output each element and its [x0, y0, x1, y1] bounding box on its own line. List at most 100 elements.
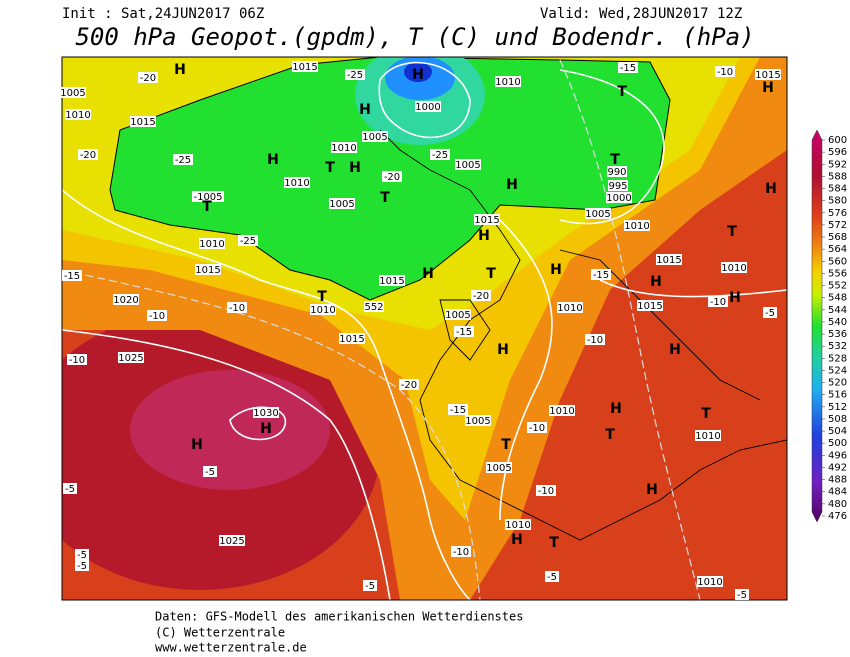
label-box	[67, 354, 87, 365]
label-box	[557, 302, 583, 313]
label-box	[363, 580, 377, 591]
contour-label: -25	[432, 150, 448, 161]
valid-time: Valid: Wed,28JUN2017 12Z	[540, 6, 742, 22]
contour-label: 1005	[585, 209, 610, 220]
colorbar-label: 484	[828, 487, 847, 498]
pressure-center: H	[646, 482, 658, 498]
label-box	[399, 379, 419, 390]
pressure-center: H	[610, 401, 622, 417]
contour-label: 1015	[656, 255, 681, 266]
pressure-center: H	[669, 342, 681, 358]
footer-copyright: (C) Wetterzentrale	[155, 626, 285, 640]
colorbar-label: 560	[828, 256, 847, 267]
pressure-center: H	[765, 181, 777, 197]
label-box	[455, 159, 481, 170]
label-box	[192, 191, 224, 202]
contour-label: 1020	[113, 295, 138, 306]
colorbar-label: 592	[828, 159, 847, 170]
contour-label: 1015	[637, 301, 662, 312]
contour-label: 1015	[474, 215, 499, 226]
contour-label: -25	[175, 155, 191, 166]
label-box	[591, 269, 611, 280]
colorbar-label: 532	[828, 341, 847, 352]
contour-label: 1010	[65, 110, 90, 121]
label-box	[329, 198, 355, 209]
colorbar-label: 576	[828, 208, 847, 219]
label-box	[608, 180, 628, 191]
label-box	[203, 466, 217, 477]
contour-label: -15	[620, 63, 636, 74]
pressure-center: T	[325, 160, 335, 176]
contour-label: -10	[587, 335, 603, 346]
contour-label: -10	[149, 311, 165, 322]
colorbar-label: 528	[828, 353, 847, 364]
colorbar-label: 480	[828, 499, 847, 510]
label-box	[451, 546, 471, 557]
pressure-center: H	[174, 62, 186, 78]
colorbar-label: 512	[828, 402, 847, 413]
contour-label: 1000	[415, 102, 440, 113]
label-box	[695, 430, 721, 441]
contour-label: -15	[450, 405, 466, 416]
label-box	[63, 483, 77, 494]
contour-label: -10	[538, 486, 554, 497]
label-box	[238, 235, 258, 246]
pressure-center: H	[349, 160, 361, 176]
contour-label: 1010	[624, 221, 649, 232]
label-box	[545, 571, 559, 582]
contour-label: 1010	[199, 239, 224, 250]
contour-label: -10	[69, 355, 85, 366]
colorbar-label: 552	[828, 281, 847, 292]
pressure-center: H	[729, 290, 741, 306]
contour-label: 1030	[253, 408, 278, 419]
pressure-center: H	[412, 67, 424, 83]
label-box	[606, 192, 632, 203]
colorbar-scale	[811, 129, 823, 523]
contour-label: 1005	[465, 416, 490, 427]
pressure-center: H	[478, 228, 490, 244]
label-box	[173, 154, 193, 165]
label-box	[637, 300, 663, 311]
footer-url: www.wetterzentrale.de	[155, 641, 307, 655]
label-box	[415, 101, 441, 112]
contour-label: -25	[240, 236, 256, 247]
colorbar-label: 548	[828, 293, 847, 304]
label-box	[585, 334, 605, 345]
contour-label: -5	[365, 581, 375, 592]
label-box	[364, 301, 384, 312]
label-box	[721, 262, 747, 273]
pressure-center: H	[260, 421, 272, 437]
contour-label: -10	[717, 67, 733, 78]
contour-label: 1010	[557, 303, 582, 314]
contour-label: 1015	[130, 117, 155, 128]
label-box	[331, 142, 357, 153]
label-box	[618, 62, 638, 73]
contour-label: -25	[347, 70, 363, 81]
contour-label: -5	[77, 550, 87, 561]
contour-label: -5	[205, 467, 215, 478]
pressure-center: H	[550, 262, 562, 278]
pressure-center: T	[727, 224, 737, 240]
pressure-center: T	[501, 437, 511, 453]
pressure-center: T	[610, 152, 620, 168]
colorbar-label: 584	[828, 184, 847, 195]
colorbar-label: 516	[828, 390, 847, 401]
pressure-center: H	[359, 102, 371, 118]
contour-label: 995	[608, 181, 627, 192]
pressure-center: T	[549, 535, 559, 551]
contour-label: -20	[384, 172, 400, 183]
contour-label: -20	[140, 73, 156, 84]
label-box	[549, 405, 575, 416]
label-box	[147, 310, 167, 321]
label-box	[60, 87, 86, 98]
contour-label: 1015	[755, 70, 780, 81]
label-box	[199, 238, 225, 249]
label-box	[62, 270, 82, 281]
label-box	[474, 214, 500, 225]
map-field	[62, 57, 787, 600]
init-time: Init : Sat,24JUN2017 06Z	[62, 6, 264, 22]
contour-label: 1010	[331, 143, 356, 154]
contour-label: 1000	[606, 193, 631, 204]
contour-label: 1015	[195, 265, 220, 276]
colorbar-label: 564	[828, 244, 847, 255]
